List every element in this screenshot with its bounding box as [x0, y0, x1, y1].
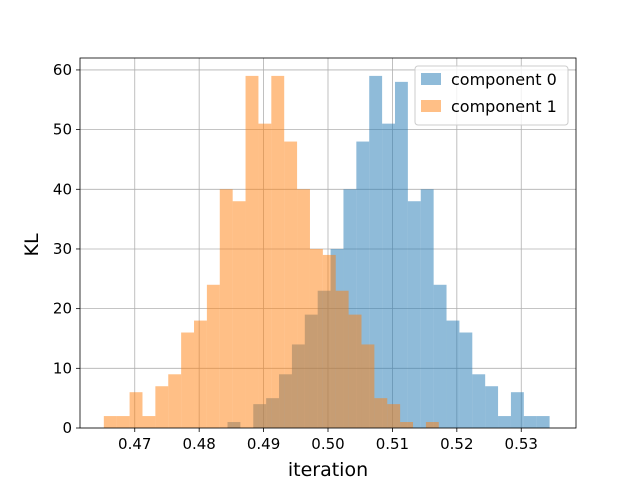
y-axis-label: KL	[21, 233, 43, 256]
histogram-bar	[394, 81, 408, 428]
series-1-bars	[103, 75, 439, 428]
histogram-bar	[116, 416, 130, 428]
legend-swatch-component-1	[421, 100, 441, 112]
y-tick-label: 60	[53, 61, 72, 79]
y-tick-label: 40	[53, 180, 72, 198]
histogram-bar	[498, 416, 511, 428]
histogram-bar	[446, 320, 460, 428]
histogram-bar	[425, 422, 439, 428]
histogram-bar	[142, 416, 156, 428]
histogram-bar	[387, 404, 401, 428]
histogram-bar	[361, 344, 375, 428]
histogram-bar	[219, 189, 233, 428]
y-tick-label: 30	[53, 240, 72, 258]
histogram-bar	[322, 254, 336, 428]
histogram-bar	[536, 416, 550, 428]
y-tick-label: 10	[53, 359, 72, 377]
histogram-bar	[369, 75, 383, 428]
histogram-bar	[420, 189, 434, 428]
histogram-bar	[103, 416, 117, 428]
histogram-bar	[407, 201, 421, 428]
x-tick-label: 0.53	[505, 435, 538, 453]
histogram-bar	[194, 320, 207, 428]
histogram-bar	[271, 75, 285, 428]
histogram-bar	[374, 398, 388, 428]
histogram-bar	[335, 290, 349, 428]
histogram-bar	[485, 386, 499, 428]
x-tick-label: 0.48	[182, 435, 215, 453]
x-tick-label: 0.51	[376, 435, 409, 453]
histogram-bar	[297, 189, 310, 428]
x-axis-label: iteration	[288, 459, 368, 480]
histogram-bar	[129, 392, 143, 428]
histogram-bar	[472, 374, 486, 428]
histogram-bar	[258, 123, 272, 428]
histogram-bar	[510, 392, 524, 428]
x-tick-label: 0.52	[440, 435, 473, 453]
histogram-bar	[155, 386, 169, 428]
legend-label-component-0: component 0	[451, 70, 557, 89]
histogram-bar	[206, 284, 220, 428]
x-tick-label: 0.47	[118, 435, 151, 453]
histogram-bars	[103, 75, 550, 428]
legend-label-component-1: component 1	[451, 97, 557, 116]
histogram-bar	[232, 201, 246, 428]
legend-box	[414, 65, 569, 126]
histogram-bar	[400, 422, 414, 428]
histogram-bar	[309, 248, 323, 428]
histogram-bar	[245, 75, 259, 428]
histogram-bar	[284, 141, 298, 428]
y-axis-ticks: 0 10 20 30 40 50 60	[53, 61, 80, 437]
histogram-bar	[168, 374, 182, 428]
histogram-bar	[523, 416, 537, 428]
x-axis-ticks: 0.47 0.48 0.49 0.50 0.51 0.52 0.53	[118, 428, 538, 453]
histogram-bar	[459, 332, 473, 428]
histogram-bar	[181, 332, 195, 428]
histogram-bar	[382, 123, 395, 428]
x-tick-label: 0.49	[247, 435, 280, 453]
histogram-bar	[348, 314, 362, 428]
y-tick-label: 50	[53, 121, 72, 139]
x-tick-label: 0.50	[311, 435, 344, 453]
y-tick-label: 0	[62, 419, 72, 437]
y-tick-label: 20	[53, 300, 72, 318]
histogram-bar	[433, 284, 447, 428]
legend-swatch-component-0	[421, 73, 441, 85]
legend: component 0 component 1	[414, 65, 569, 126]
